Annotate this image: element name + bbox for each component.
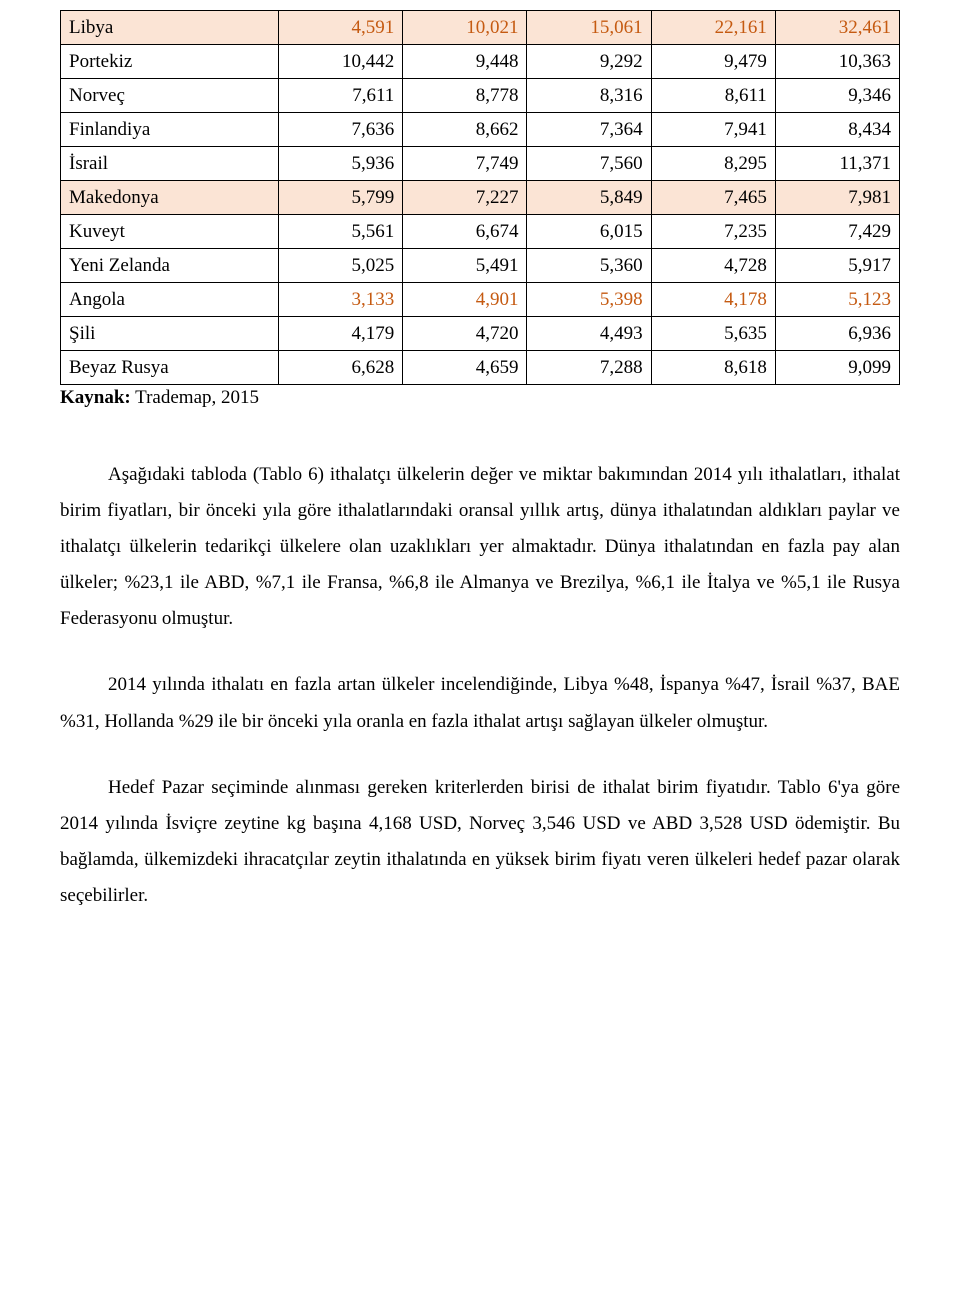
table-row: Libya4,59110,02115,06122,16132,461	[61, 11, 900, 45]
value-cell: 9,292	[527, 45, 651, 79]
value-cell: 4,178	[651, 283, 775, 317]
value-cell: 9,448	[403, 45, 527, 79]
value-cell: 32,461	[775, 11, 899, 45]
source-label: Kaynak:	[60, 387, 131, 408]
value-cell: 5,398	[527, 283, 651, 317]
value-cell: 7,636	[279, 113, 403, 147]
country-cell: Makedonya	[61, 181, 279, 215]
table-row: Finlandiya7,6368,6627,3647,9418,434	[61, 113, 900, 147]
table-row: Şili4,1794,7204,4935,6356,936	[61, 317, 900, 351]
value-cell: 5,799	[279, 181, 403, 215]
value-cell: 7,465	[651, 181, 775, 215]
value-cell: 7,227	[403, 181, 527, 215]
value-cell: 22,161	[651, 11, 775, 45]
value-cell: 7,364	[527, 113, 651, 147]
value-cell: 8,618	[651, 351, 775, 385]
value-cell: 5,360	[527, 249, 651, 283]
value-cell: 10,021	[403, 11, 527, 45]
value-cell: 9,346	[775, 79, 899, 113]
value-cell: 6,936	[775, 317, 899, 351]
table-row: Kuveyt5,5616,6746,0157,2357,429	[61, 215, 900, 249]
value-cell: 5,491	[403, 249, 527, 283]
country-cell: Libya	[61, 11, 279, 45]
value-cell: 5,849	[527, 181, 651, 215]
value-cell: 10,363	[775, 45, 899, 79]
value-cell: 3,133	[279, 283, 403, 317]
value-cell: 5,936	[279, 147, 403, 181]
paragraph-3: Hedef Pazar seçiminde alınması gereken k…	[60, 770, 900, 914]
value-cell: 7,235	[651, 215, 775, 249]
value-cell: 5,917	[775, 249, 899, 283]
table-row: İsrail5,9367,7497,5608,29511,371	[61, 147, 900, 181]
import-data-table: Libya4,59110,02115,06122,16132,461Portek…	[60, 10, 900, 385]
country-cell: Beyaz Rusya	[61, 351, 279, 385]
value-cell: 7,981	[775, 181, 899, 215]
value-cell: 7,749	[403, 147, 527, 181]
value-cell: 8,611	[651, 79, 775, 113]
value-cell: 4,901	[403, 283, 527, 317]
source-text: Trademap, 2015	[131, 387, 259, 408]
country-cell: Portekiz	[61, 45, 279, 79]
value-cell: 5,025	[279, 249, 403, 283]
value-cell: 6,674	[403, 215, 527, 249]
table-row: Yeni Zelanda5,0255,4915,3604,7285,917	[61, 249, 900, 283]
table-row: Makedonya5,7997,2275,8497,4657,981	[61, 181, 900, 215]
value-cell: 4,720	[403, 317, 527, 351]
value-cell: 4,493	[527, 317, 651, 351]
value-cell: 10,442	[279, 45, 403, 79]
table-source: Kaynak: Trademap, 2015	[60, 387, 900, 409]
table-row: Beyaz Rusya6,6284,6597,2888,6189,099	[61, 351, 900, 385]
country-cell: Angola	[61, 283, 279, 317]
paragraph-2: 2014 yılında ithalatı en fazla artan ülk…	[60, 667, 900, 739]
table-row: Angola3,1334,9015,3984,1785,123	[61, 283, 900, 317]
country-cell: Kuveyt	[61, 215, 279, 249]
value-cell: 5,561	[279, 215, 403, 249]
value-cell: 6,015	[527, 215, 651, 249]
value-cell: 7,611	[279, 79, 403, 113]
country-cell: Yeni Zelanda	[61, 249, 279, 283]
table-row: Norveç7,6118,7788,3168,6119,346	[61, 79, 900, 113]
value-cell: 8,662	[403, 113, 527, 147]
table-row: Portekiz10,4429,4489,2929,47910,363	[61, 45, 900, 79]
value-cell: 8,778	[403, 79, 527, 113]
value-cell: 8,434	[775, 113, 899, 147]
country-cell: Norveç	[61, 79, 279, 113]
paragraph-1: Aşağıdaki tabloda (Tablo 6) ithalatçı ül…	[60, 457, 900, 637]
value-cell: 5,635	[651, 317, 775, 351]
value-cell: 6,628	[279, 351, 403, 385]
value-cell: 4,179	[279, 317, 403, 351]
value-cell: 9,099	[775, 351, 899, 385]
value-cell: 7,288	[527, 351, 651, 385]
country-cell: Finlandiya	[61, 113, 279, 147]
value-cell: 4,659	[403, 351, 527, 385]
country-cell: İsrail	[61, 147, 279, 181]
value-cell: 4,728	[651, 249, 775, 283]
value-cell: 9,479	[651, 45, 775, 79]
value-cell: 8,295	[651, 147, 775, 181]
country-cell: Şili	[61, 317, 279, 351]
value-cell: 7,941	[651, 113, 775, 147]
body-text: Aşağıdaki tabloda (Tablo 6) ithalatçı ül…	[60, 457, 900, 914]
value-cell: 8,316	[527, 79, 651, 113]
value-cell: 4,591	[279, 11, 403, 45]
value-cell: 5,123	[775, 283, 899, 317]
value-cell: 15,061	[527, 11, 651, 45]
value-cell: 11,371	[775, 147, 899, 181]
value-cell: 7,429	[775, 215, 899, 249]
value-cell: 7,560	[527, 147, 651, 181]
